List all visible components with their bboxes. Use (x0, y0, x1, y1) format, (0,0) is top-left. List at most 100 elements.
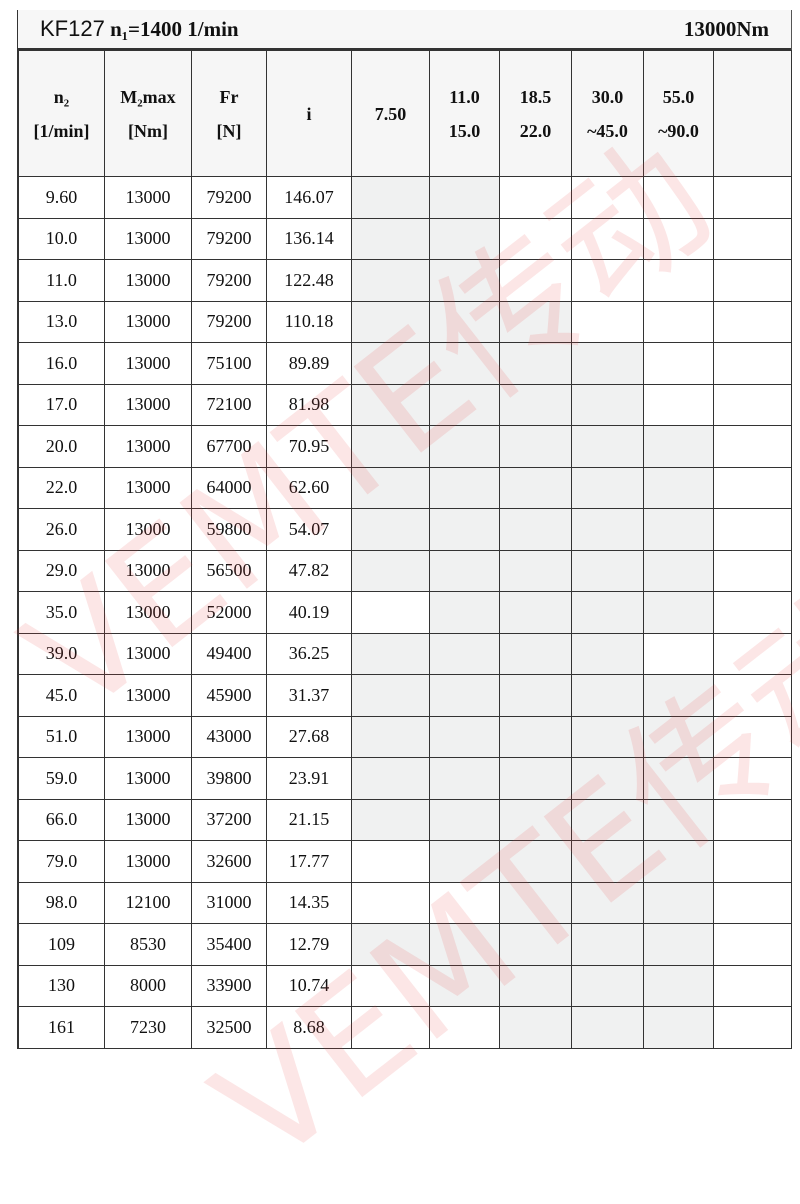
availability-cell-shaded (499, 300, 572, 343)
table-row: 161 7230 32500 8.68 (18, 1006, 792, 1049)
cell-n2: 130 (18, 964, 105, 1007)
cell-n2: 17.0 (18, 383, 105, 426)
availability-cell-empty (643, 342, 714, 385)
availability-cell-shaded (499, 715, 572, 758)
availability-cell-shaded (643, 923, 714, 966)
availability-cell-shaded (429, 674, 500, 717)
availability-cell-shaded (499, 591, 572, 634)
availability-cell-shaded (429, 798, 500, 841)
title-left: KF127 n₁=1400 1/min (40, 16, 239, 42)
availability-cell-empty (643, 300, 714, 343)
cell-fr: 56500 (191, 549, 267, 592)
cell-fr: 67700 (191, 425, 267, 468)
cell-n2: 11.0 (18, 259, 105, 302)
header-line2: ~90.0 (658, 120, 699, 141)
cell-n2: 79.0 (18, 840, 105, 883)
cell-fr: 75100 (191, 342, 267, 385)
cell-i: 89.89 (266, 342, 352, 385)
cell-n2: 161 (18, 1006, 105, 1049)
availability-cell-shaded (571, 798, 644, 841)
availability-cell-shaded (429, 259, 500, 302)
availability-cell-empty (713, 757, 792, 800)
cell-m2: 13000 (104, 757, 192, 800)
availability-cell-shaded (351, 259, 430, 302)
table-row: 59.0 13000 39800 23.91 (18, 757, 792, 800)
availability-cell-shaded (571, 466, 644, 509)
availability-cell-shaded (429, 549, 500, 592)
cell-m2: 13000 (104, 342, 192, 385)
availability-cell-empty (713, 549, 792, 592)
availability-cell-empty (571, 176, 644, 219)
table-row: 109 8530 35400 12.79 (18, 923, 792, 966)
availability-cell-empty (351, 881, 430, 924)
column-header (713, 50, 792, 177)
cell-n2: 45.0 (18, 674, 105, 717)
availability-cell-shaded (351, 757, 430, 800)
cell-n2: 51.0 (18, 715, 105, 758)
availability-cell-empty (713, 591, 792, 634)
availability-cell-shaded (429, 176, 500, 219)
availability-cell-shaded (499, 881, 572, 924)
table-row: 16.0 13000 75100 89.89 (18, 342, 792, 385)
cell-i: 17.77 (266, 840, 352, 883)
header-line1: n₂ (53, 86, 70, 107)
availability-cell-empty (499, 176, 572, 219)
cell-i: 36.25 (266, 632, 352, 675)
availability-cell-shaded (429, 840, 500, 883)
availability-cell-empty (713, 840, 792, 883)
cell-m2: 13000 (104, 715, 192, 758)
column-header: 55.0 ~90.0 (643, 50, 714, 177)
availability-cell-empty (713, 674, 792, 717)
header-line1: i (306, 103, 312, 124)
cell-fr: 45900 (191, 674, 267, 717)
availability-cell-empty (713, 466, 792, 509)
availability-cell-shaded (351, 674, 430, 717)
cell-fr: 32500 (191, 1006, 267, 1049)
cell-m2: 13000 (104, 259, 192, 302)
availability-cell-empty (351, 840, 430, 883)
header-line1: M₂max (120, 86, 176, 107)
availability-cell-shaded (429, 466, 500, 509)
availability-cell-empty (429, 881, 500, 924)
header-line2: [1/min] (33, 120, 90, 141)
availability-cell-empty (713, 300, 792, 343)
table-row: 13.0 13000 79200 110.18 (18, 300, 792, 343)
cell-m2: 13000 (104, 591, 192, 634)
availability-cell-shaded (571, 342, 644, 385)
cell-fr: 32600 (191, 840, 267, 883)
header-row: n₂ [1/min] M₂max [Nm] Fr [N] i 7.50 11.0 15.0 18.5… (18, 50, 792, 177)
cell-fr: 79200 (191, 259, 267, 302)
availability-cell-empty (713, 1006, 792, 1049)
cell-fr: 43000 (191, 715, 267, 758)
availability-cell-empty (571, 259, 644, 302)
cell-m2: 8530 (104, 923, 192, 966)
table-row: 29.0 13000 56500 47.82 (18, 549, 792, 592)
table-row: 45.0 13000 45900 31.37 (18, 674, 792, 717)
availability-cell-shaded (351, 632, 430, 675)
availability-cell-shaded (499, 342, 572, 385)
cell-i: 122.48 (266, 259, 352, 302)
cell-i: 70.95 (266, 425, 352, 468)
availability-cell-empty (351, 1006, 430, 1049)
cell-n2: 22.0 (18, 466, 105, 509)
availability-cell-shaded (429, 964, 500, 1007)
availability-cell-shaded (643, 1006, 714, 1049)
cell-n2: 66.0 (18, 798, 105, 841)
availability-cell-shaded (643, 508, 714, 551)
header-line1: 18.5 (519, 86, 552, 107)
cell-i: 54.07 (266, 508, 352, 551)
column-header: i (266, 50, 352, 177)
availability-cell-shaded (571, 591, 644, 634)
availability-cell-shaded (571, 881, 644, 924)
cell-m2: 13000 (104, 674, 192, 717)
availability-cell-shaded (643, 549, 714, 592)
availability-cell-shaded (643, 466, 714, 509)
availability-cell-shaded (351, 508, 430, 551)
cell-n2: 20.0 (18, 425, 105, 468)
input-speed: n₁=1400 1/min (110, 17, 239, 41)
availability-cell-shaded (643, 715, 714, 758)
table-title-bar: KF127 n₁=1400 1/min 13000Nm (18, 10, 791, 50)
availability-cell-shaded (499, 383, 572, 426)
table-row: 39.0 13000 49400 36.25 (18, 632, 792, 675)
availability-cell-shaded (429, 715, 500, 758)
